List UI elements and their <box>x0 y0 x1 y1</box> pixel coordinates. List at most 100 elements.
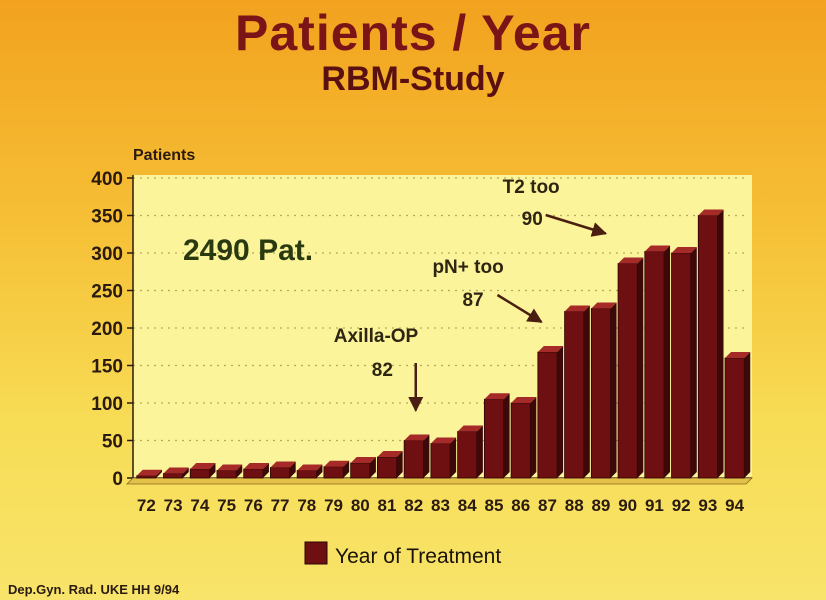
bar <box>216 470 237 479</box>
bar <box>163 473 184 479</box>
chart-subtitle: RBM-Study <box>321 60 505 98</box>
bar-side <box>744 352 751 478</box>
x-tick-label: 88 <box>565 496 584 515</box>
annotation-year-90: 90 <box>522 209 543 230</box>
y-axis-label: Patients <box>133 147 195 164</box>
bar <box>136 475 157 479</box>
bar-side <box>396 451 403 478</box>
x-tick-label: 83 <box>431 496 450 515</box>
bar-top <box>190 463 216 469</box>
bar-top <box>243 463 269 469</box>
bar <box>457 431 478 479</box>
bar <box>430 443 451 479</box>
bar <box>483 398 505 479</box>
x-tick-label: 81 <box>378 496 397 515</box>
annotation-year-82: 82 <box>372 360 393 381</box>
bar <box>189 468 210 479</box>
y-tick-label: 400 <box>91 169 123 190</box>
bar-top <box>564 305 590 312</box>
bar-side <box>503 393 510 478</box>
x-tick-label: 86 <box>511 496 530 515</box>
bar-side <box>583 305 590 478</box>
bar-side <box>209 463 216 478</box>
bars <box>136 209 751 479</box>
bar-side <box>450 437 457 478</box>
bar-side <box>557 346 564 478</box>
chart-title: Patients / Year <box>235 5 591 61</box>
legend-swatch <box>304 541 328 565</box>
annotation-arrow <box>545 213 608 237</box>
x-tick-label: 90 <box>618 496 637 515</box>
bar <box>350 462 371 479</box>
bar <box>724 357 745 479</box>
bar-top <box>698 209 724 216</box>
annotation-t2-too: T2 too <box>503 177 560 198</box>
bar-side <box>690 247 697 478</box>
bar <box>270 467 291 479</box>
bar-side <box>262 463 269 478</box>
bar-side <box>289 461 296 478</box>
x-tick-label: 73 <box>164 496 183 515</box>
bar-top <box>484 393 510 400</box>
x-tick-label: 84 <box>458 496 477 515</box>
x-tick-label: 75 <box>217 496 236 515</box>
y-tick-label: 200 <box>91 319 123 340</box>
x-tick-label: 85 <box>485 496 504 515</box>
y-tick-label: 100 <box>91 394 123 415</box>
x-tick-label: 79 <box>324 496 343 515</box>
y-tick-label: 150 <box>91 357 123 378</box>
bar <box>590 308 611 479</box>
bar-top <box>404 434 430 441</box>
bar-top <box>671 247 697 253</box>
total-patients-label: 2490 Pat. <box>183 234 313 267</box>
x-tick-label: 76 <box>244 496 263 515</box>
y-tick-label: 250 <box>91 282 123 303</box>
legend-label: Year of Treatment <box>335 545 501 568</box>
annotation-axilla-op: Axilla-OP <box>334 326 419 347</box>
bar-top <box>163 467 189 474</box>
bar <box>323 466 344 479</box>
bar-top <box>377 451 403 457</box>
bar-top <box>270 461 296 468</box>
bar-top <box>216 464 243 471</box>
x-tick-label: 87 <box>538 496 557 515</box>
bar <box>510 402 531 479</box>
bar <box>403 440 424 479</box>
bar <box>376 456 398 479</box>
bar-side <box>476 425 483 478</box>
bar-side <box>610 302 617 478</box>
x-tick-label: 80 <box>351 496 370 515</box>
bar-top <box>511 397 537 403</box>
x-tick-label: 72 <box>137 496 156 515</box>
x-tick-label: 77 <box>271 496 290 515</box>
annotation-year-87: 87 <box>462 290 483 311</box>
bar-top <box>725 352 751 358</box>
y-tick-label: 300 <box>91 244 123 265</box>
y-tick-label: 0 <box>112 469 123 490</box>
bar-top <box>457 425 483 432</box>
annotations: 2490 Pat. Axilla-OP 82 pN+ too 87 T2 too 90 <box>183 177 608 412</box>
chart-floor <box>126 477 753 485</box>
x-tick-label: 74 <box>190 496 209 515</box>
bar-top <box>323 460 350 467</box>
annotation-arrow <box>496 293 543 324</box>
y-tick-label: 350 <box>91 207 123 228</box>
bar-side <box>423 434 430 478</box>
bar-side <box>236 464 243 478</box>
x-tick-label: 78 <box>297 496 316 515</box>
bar-side <box>182 467 189 478</box>
x-tick-label: 93 <box>698 496 717 515</box>
bar-side <box>530 397 537 478</box>
bar <box>617 263 638 479</box>
y-tick-label: 50 <box>102 432 123 453</box>
bar-top <box>350 457 376 463</box>
bar-top <box>644 245 671 252</box>
bar <box>243 468 264 479</box>
bar-top <box>591 302 617 309</box>
bar-top <box>618 257 644 264</box>
annotation-pn-too: pN+ too <box>432 257 503 278</box>
bar-top <box>136 469 162 476</box>
x-tick-label: 91 <box>645 496 664 515</box>
bar-side <box>717 209 724 478</box>
